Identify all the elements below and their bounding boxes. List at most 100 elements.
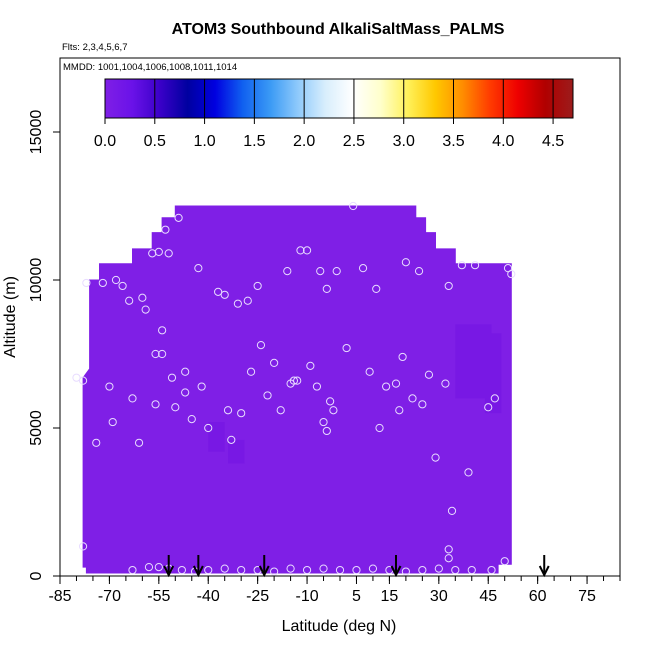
colorbar-ticks: 0.0 0.5 1.0 1.5 2.0 2.5 3.0 3.5 4.0 4.5 xyxy=(94,79,564,150)
sample-point xyxy=(237,409,246,418)
flight-marker xyxy=(163,555,175,578)
flight-marker xyxy=(258,555,270,578)
sample-point xyxy=(306,361,315,370)
sample-point xyxy=(171,403,180,412)
x-tick-label: 30 xyxy=(430,588,448,605)
x-tick-label: -40 xyxy=(197,588,220,605)
sample-point xyxy=(233,299,242,308)
sample-point xyxy=(444,281,453,291)
sample-point xyxy=(319,417,328,427)
sample-point xyxy=(151,400,160,409)
x-axis: -85 -70 -55 -40 -25 -10 5 15 30 45 60 75 xyxy=(48,576,621,605)
sample-point xyxy=(223,406,233,415)
sample-point xyxy=(414,267,424,276)
colorbar: 0.0 0.5 1.0 1.5 2.0 2.5 3.0 3.5 4.0 4.5 xyxy=(94,78,574,150)
colorbar-tick-label: 4.5 xyxy=(542,133,564,150)
sample-point xyxy=(276,406,285,415)
chart-title: ATOM3 Southbound AlkaliSaltMass_PALMS xyxy=(172,21,505,38)
colorbar-tick-label: 1.5 xyxy=(243,133,265,150)
sample-point xyxy=(316,267,325,276)
sample-point xyxy=(408,394,417,403)
sample-point xyxy=(418,565,427,575)
x-tick-label: -70 xyxy=(98,588,121,605)
x-tick-label: 5 xyxy=(352,588,361,605)
sample-point xyxy=(457,261,466,270)
x-tick-label: -85 xyxy=(48,588,71,605)
sample-point xyxy=(167,373,177,382)
flight-marker-head xyxy=(258,565,270,578)
sample-point xyxy=(464,468,473,477)
sample-point xyxy=(375,423,384,433)
sample-point xyxy=(335,565,345,575)
sample-point xyxy=(490,394,499,403)
sample-point xyxy=(78,376,88,385)
x-tick-label: -10 xyxy=(295,588,318,605)
sample-point xyxy=(111,275,121,285)
field-patch xyxy=(484,333,502,414)
sample-point xyxy=(128,565,137,575)
sample-point xyxy=(138,293,147,302)
sample-point xyxy=(352,565,361,575)
sample-point xyxy=(108,417,117,427)
flight-marker xyxy=(192,555,204,578)
sample-point xyxy=(368,564,378,573)
sample-point xyxy=(204,565,213,575)
sample-point xyxy=(434,564,443,573)
sample-point xyxy=(151,349,160,359)
x-tick-label: -25 xyxy=(246,588,269,605)
sample-point xyxy=(154,563,163,572)
field-region xyxy=(82,205,512,574)
sample-point xyxy=(128,394,137,403)
sample-point xyxy=(105,382,114,391)
sample-point xyxy=(507,269,516,279)
sample-point xyxy=(270,567,279,576)
sample-point xyxy=(161,225,170,234)
sample-point xyxy=(358,264,368,273)
sample-point xyxy=(424,370,434,379)
sample-point xyxy=(401,567,410,576)
y-tick-label: 15000 xyxy=(28,110,45,155)
colorbar-tick-label: 0.0 xyxy=(94,133,116,150)
x-axis-label: Latitude (deg N) xyxy=(282,618,397,635)
sample-point xyxy=(141,305,150,314)
sample-point xyxy=(246,367,256,376)
sample-point xyxy=(470,261,480,270)
sample-point xyxy=(134,438,144,447)
sample-point xyxy=(372,284,381,293)
sample-point xyxy=(181,388,190,397)
sample-point xyxy=(302,246,312,255)
sample-point xyxy=(444,545,453,554)
colorbar-gradient xyxy=(104,78,574,119)
flight-marker xyxy=(538,555,550,578)
sample-point xyxy=(204,423,213,433)
sample-point xyxy=(431,453,440,462)
sample-point xyxy=(365,367,374,376)
sample-point xyxy=(484,403,493,412)
flight-marker-head xyxy=(538,565,550,578)
sample-point xyxy=(447,506,457,515)
sample-point xyxy=(253,281,262,291)
sample-point xyxy=(174,213,183,222)
sample-point xyxy=(187,415,196,424)
field-patch xyxy=(208,422,225,452)
sample-point xyxy=(125,296,134,305)
sample-point xyxy=(441,379,450,388)
sample-point xyxy=(349,201,358,211)
sample-point xyxy=(78,542,88,551)
sample-point xyxy=(82,278,91,288)
sample-point xyxy=(322,426,331,436)
sample-point xyxy=(256,341,266,350)
colorbar-tick-label: 1.0 xyxy=(193,133,215,150)
sample-point xyxy=(342,343,351,353)
sample-point xyxy=(444,554,453,563)
sample-point xyxy=(72,373,81,382)
sample-point xyxy=(214,287,223,296)
sample-point xyxy=(158,326,167,335)
sample-point xyxy=(144,563,154,572)
sample-point xyxy=(319,564,328,573)
sample-point xyxy=(181,367,190,376)
sample-point xyxy=(401,258,410,267)
sample-point xyxy=(220,290,229,299)
colorbar-tick-label: 3.5 xyxy=(442,133,464,150)
